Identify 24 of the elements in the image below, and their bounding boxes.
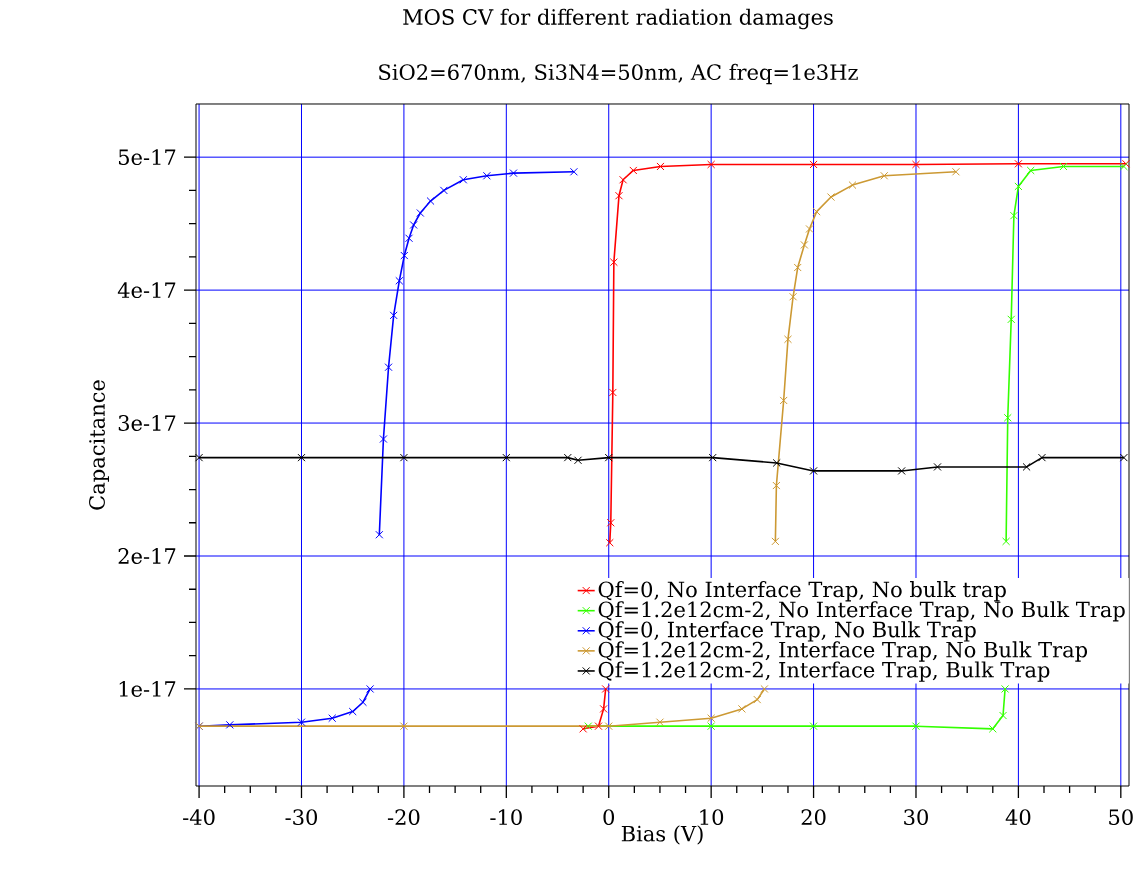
- chart-title: MOS CV for different radiation damages: [403, 8, 833, 30]
- x-tick-label: 10: [700, 809, 724, 826]
- y-tick-label: 1e-17: [119, 681, 176, 697]
- x-axis-title: Bias (V): [621, 825, 703, 845]
- legend-label: Qf=1.2e12cm-2, No Interface Trap, No Bulk Trap: [598, 601, 1125, 622]
- legend-label: Qf=1.2e12cm-2, Interface Trap, No Bulk Trap: [598, 641, 1088, 662]
- x-tick-label: -10: [490, 809, 522, 826]
- y-tick-label: 2e-17: [118, 548, 176, 564]
- chart-subtitle: SiO2=670nm, Si3N4=50nm, AC freq=1e3Hz: [379, 63, 858, 85]
- x-tick-label: 20: [801, 809, 826, 826]
- legend-label: Qf=0, No Interface Trap, No bulk trap: [598, 581, 1006, 602]
- x-tick-label: 40: [1005, 809, 1031, 826]
- y-axis-title: Capacitance: [89, 380, 109, 510]
- y-tick-label: 3e-17: [118, 415, 176, 431]
- x-tick-label: -40: [183, 809, 215, 826]
- legend-label: Qf=0, Interface Trap, No Bulk Trap: [598, 621, 976, 642]
- legend-label: Qf=1.2e12cm-2, Interface Trap, Bulk Trap: [598, 661, 1050, 682]
- x-tick-label: 30: [904, 809, 928, 826]
- x-tick-label: 50: [1109, 809, 1133, 826]
- y-tick-label: 4e-17: [117, 282, 176, 299]
- x-tick-label: -30: [285, 809, 317, 826]
- y-tick-label: 5e-17: [118, 149, 176, 166]
- x-tick-label: 0: [603, 809, 615, 826]
- x-tick-label: -20: [387, 809, 420, 826]
